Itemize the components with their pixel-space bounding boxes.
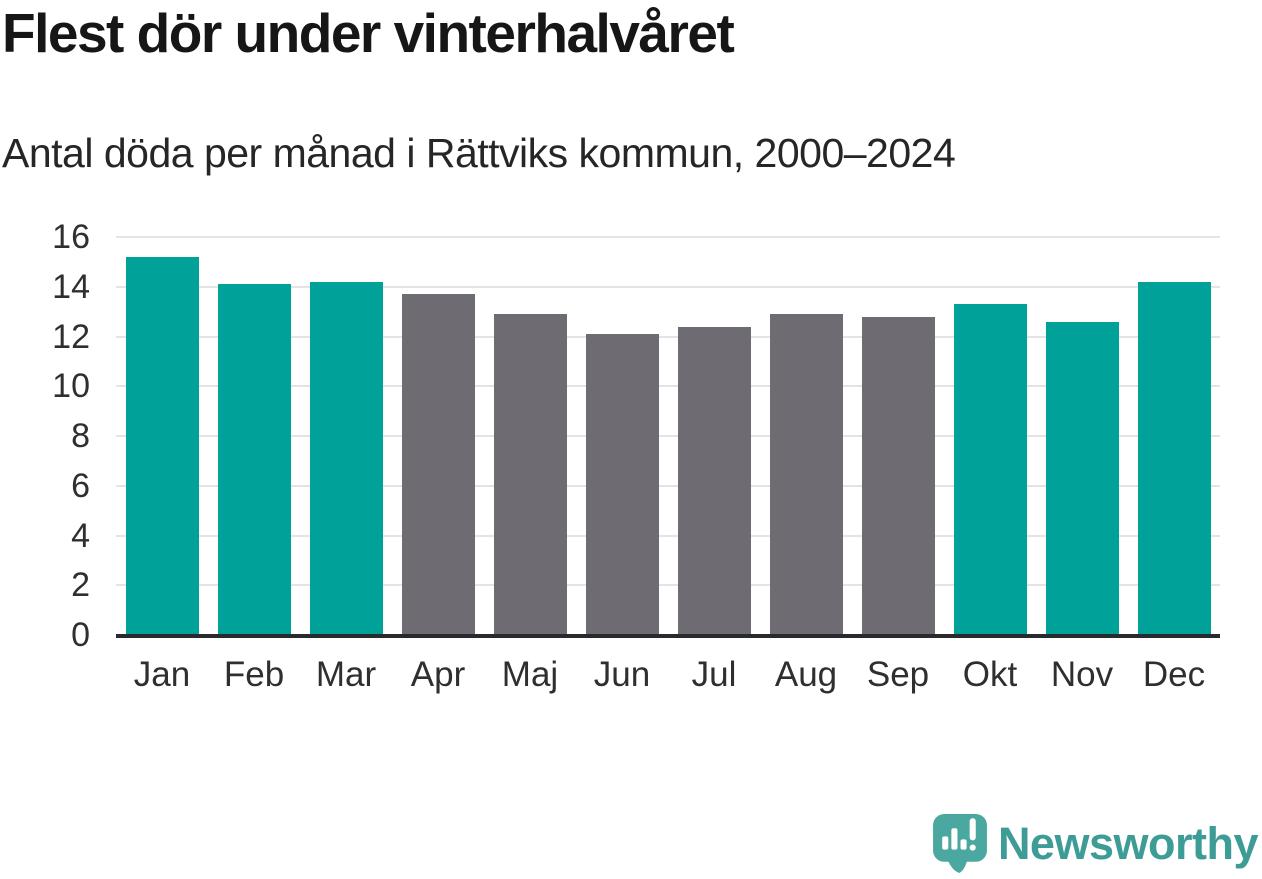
y-axis-labels: 0 2 4 6 8 10 12 14 16: [0, 220, 90, 652]
grid-line: [116, 484, 1220, 487]
x-tick-label-maj: Maj: [501, 655, 559, 694]
bar-slot: [392, 237, 484, 635]
x-tick-label-nov: Nov: [1050, 655, 1114, 694]
bar-feb: [217, 284, 291, 635]
grid-line: [116, 236, 1220, 238]
bar-slot: [576, 237, 668, 635]
x-axis-line: [116, 634, 1220, 638]
x-tick-label-mar: Mar: [315, 655, 377, 694]
x-tick-label-sep: Sep: [866, 655, 930, 694]
y-tick-label: 0: [71, 616, 90, 654]
page-subtitle: Antal döda per månad i Rättviks kommun, …: [2, 130, 956, 176]
newsworthy-brand-text: Newsworthy: [997, 817, 1259, 869]
y-tick-label: 6: [71, 466, 90, 505]
grid-line: [116, 435, 1220, 437]
bar-nov: [1045, 321, 1119, 635]
bar-jan: [125, 256, 199, 635]
bar-slot: [1128, 237, 1220, 635]
y-tick-label: 8: [71, 417, 90, 455]
mini-bar-chart-glyph: [942, 828, 967, 850]
exclamation-glyph: [969, 818, 976, 851]
x-tick-label-dec: Dec: [1142, 655, 1206, 694]
bar-slot: [852, 237, 944, 635]
newsworthy-logo: Newsworthy: [932, 814, 1259, 873]
bar-okt: [953, 304, 1027, 635]
bar-series: [116, 237, 1220, 635]
grid-line: [116, 534, 1220, 537]
bar-slot: [208, 237, 300, 635]
bar-jul: [677, 326, 751, 635]
bar-mar: [309, 281, 383, 635]
grid-line: [116, 385, 1220, 388]
x-tick-label-apr: Apr: [410, 655, 466, 694]
x-tick-label-jul: Jul: [691, 655, 737, 694]
bar-maj: [493, 314, 567, 635]
y-tick-label: 4: [71, 516, 90, 555]
bar-slot: [944, 237, 1036, 635]
bar-sep: [861, 316, 935, 635]
y-tick-label: 16: [52, 218, 90, 256]
bar-slot: [1036, 237, 1128, 635]
bar-slot: [484, 237, 576, 635]
newsworthy-logo-icon: [932, 814, 987, 873]
bar-apr: [401, 294, 475, 635]
bar-dec: [1137, 281, 1211, 635]
y-tick-label: 2: [71, 566, 90, 605]
bar-slot: [760, 237, 852, 635]
bar-jun: [585, 334, 659, 635]
x-tick-label-aug: Aug: [774, 655, 838, 694]
bar-slot: [668, 237, 760, 635]
grid-line: [116, 335, 1220, 338]
grid-line: [116, 584, 1220, 587]
y-tick-label: 12: [52, 317, 90, 356]
x-tick-label-feb: Feb: [223, 655, 285, 694]
x-axis-labels: Jan Feb Mar Apr Maj Jun Jul Aug Sep Okt Nov Dec: [116, 655, 1220, 695]
x-tick-label-jun: Jun: [593, 655, 651, 694]
bar-aug: [769, 314, 843, 635]
page-title: Flest dör under vinterhalvåret: [2, 2, 735, 64]
plot-area: [116, 236, 1220, 635]
speech-bubble-shape: [932, 814, 987, 873]
y-tick-label: 14: [52, 267, 90, 306]
bar-slot: [300, 237, 392, 635]
grid-line: [116, 285, 1220, 288]
bar-slot: [116, 237, 208, 635]
x-tick-label-okt: Okt: [962, 655, 1018, 694]
x-tick-label-jan: Jan: [133, 655, 191, 694]
y-tick-label: 10: [52, 367, 90, 406]
